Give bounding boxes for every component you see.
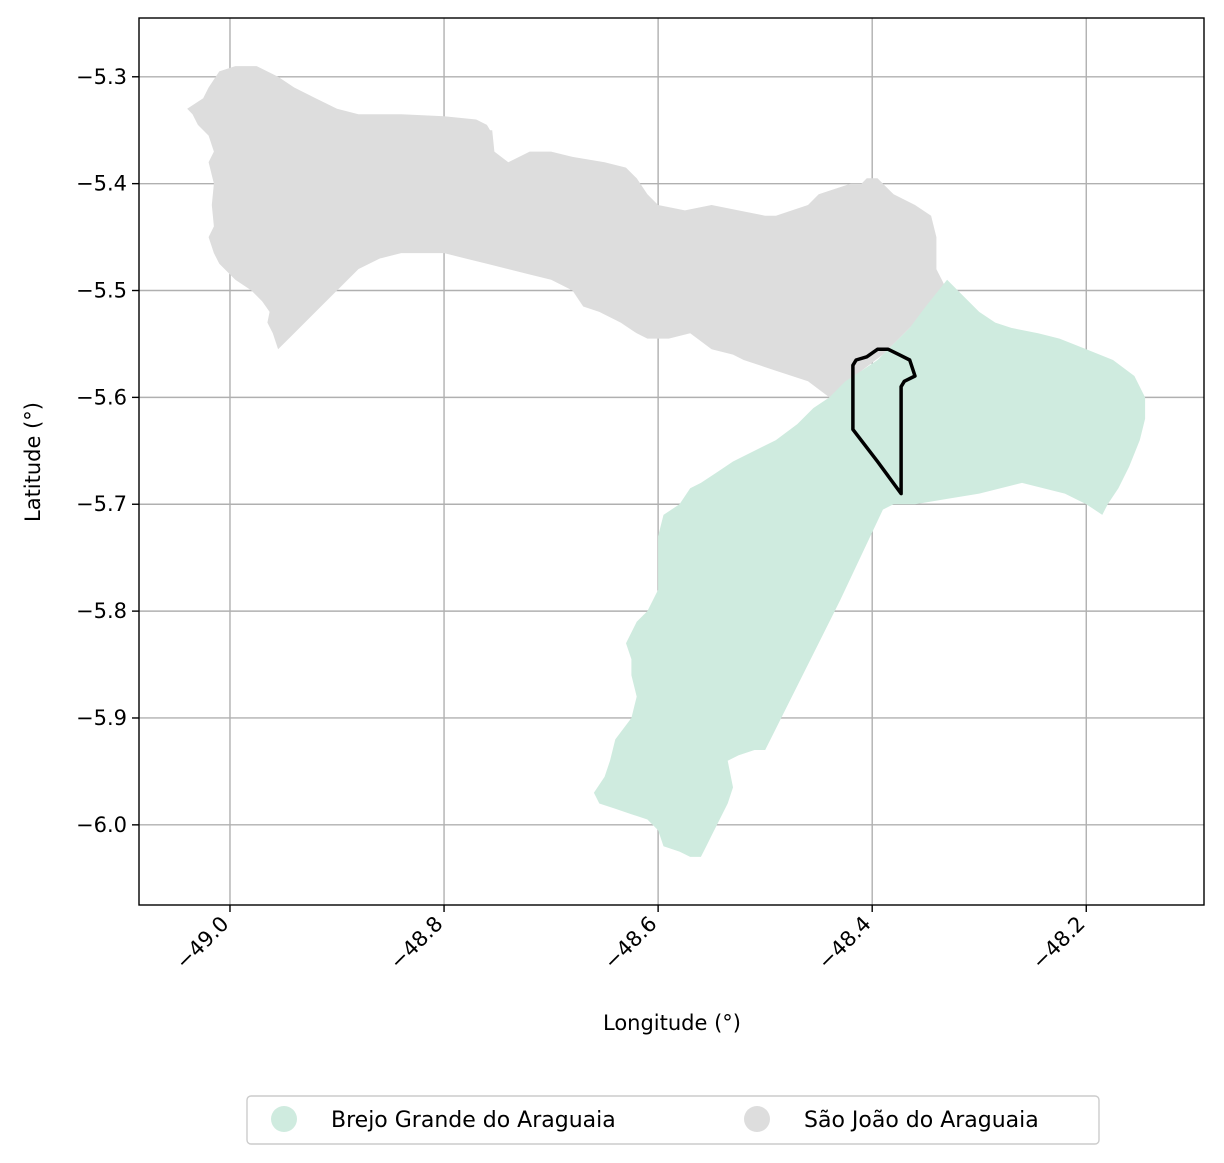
legend-marker-sao-joao — [744, 1106, 770, 1132]
y-tick-label: −5.9 — [76, 706, 127, 730]
y-tick-label: −5.3 — [76, 65, 127, 89]
region-sao-joao-do-araguaia — [187, 66, 948, 398]
plot-frame — [138, 17, 1205, 906]
y-tick-label: −5.4 — [76, 172, 127, 196]
x-tick-label: −49.0 — [171, 912, 233, 974]
legend-label-brejo-grande: Brejo Grande do Araguaia — [331, 1108, 616, 1133]
x-tick-label: −48.4 — [813, 912, 875, 974]
y-axis-ticks: −5.3 −5.4 −5.5 −5.6 −5.7 −5.8 −5.9 −6.0 — [76, 65, 139, 837]
legend-box — [246, 1095, 1100, 1145]
y-tick-label: −5.7 — [76, 492, 127, 516]
x-tick-label: −48.2 — [1027, 912, 1089, 974]
legend-label-sao-joao: São João do Araguaia — [804, 1108, 1039, 1133]
y-tick-label: −5.6 — [76, 385, 127, 409]
x-axis-label: Longitude (°) — [603, 1011, 741, 1035]
y-tick-label: −5.5 — [76, 279, 127, 303]
x-tick-label: −48.6 — [599, 912, 661, 974]
highlight-outline — [851, 347, 917, 496]
y-tick-label: −6.0 — [76, 813, 127, 837]
x-axis-ticks: −49.0 −48.8 −48.6 −48.4 −48.2 — [171, 905, 1090, 974]
y-tick-label: −5.8 — [76, 599, 127, 623]
region-brejo-grande-do-araguaia — [593, 279, 1146, 857]
x-tick-label: −48.8 — [385, 912, 447, 974]
outline-layer — [851, 347, 917, 496]
legend: Brejo Grande do Araguaia São João do Ara… — [246, 1095, 1100, 1145]
y-axis-label: Latitude (°) — [21, 402, 45, 522]
region-layer — [187, 66, 1146, 857]
legend-marker-brejo-grande — [271, 1106, 297, 1132]
